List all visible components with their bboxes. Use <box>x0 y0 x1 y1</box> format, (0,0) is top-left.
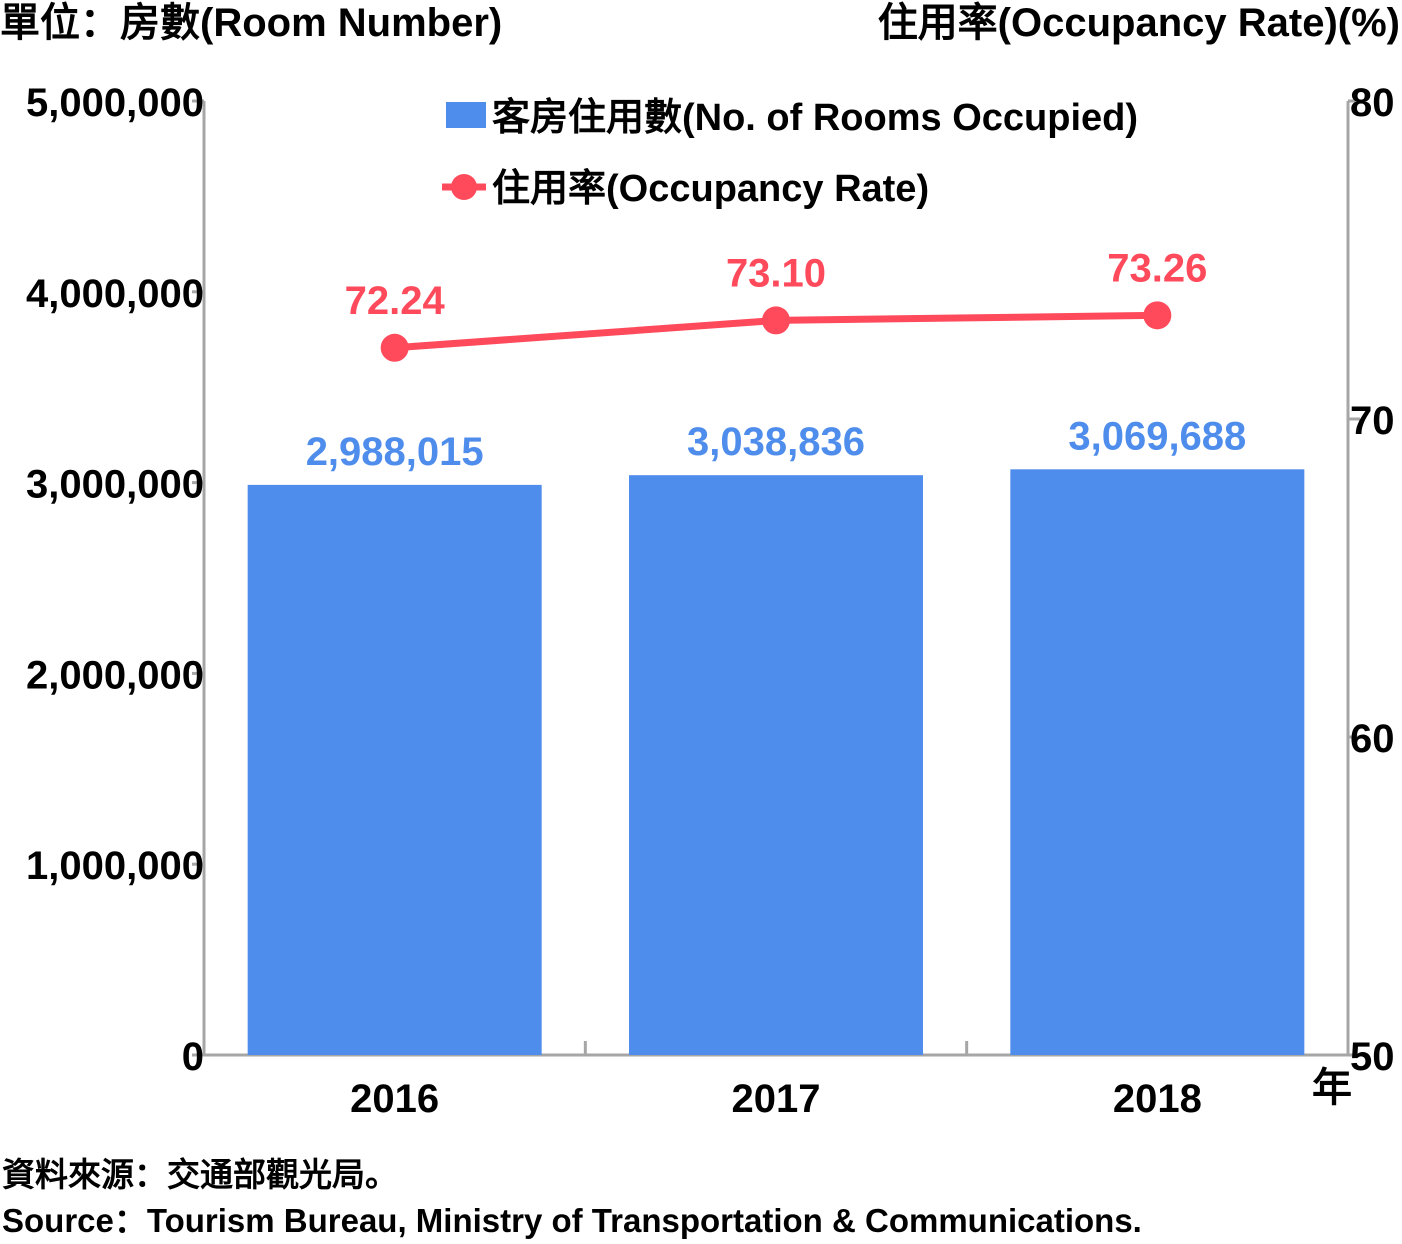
bars <box>247 469 1305 1056</box>
bar <box>247 484 542 1056</box>
left-tick-label: 2,000,000 <box>26 653 204 697</box>
rate-line <box>380 301 1172 362</box>
rate-value-label: 72.24 <box>345 279 446 323</box>
rate-point <box>762 306 790 335</box>
bar-value-label: 2,988,015 <box>306 430 484 474</box>
rate-point <box>1143 301 1172 330</box>
category-labels: 2016 2017 2018 <box>350 1077 1202 1121</box>
left-tick-label: 5,000,000 <box>26 81 204 125</box>
category-label: 2016 <box>350 1077 439 1121</box>
right-tick-label: 80 <box>1350 81 1395 125</box>
rate-value-label: 73.26 <box>1107 246 1207 290</box>
rate-labels: 72.24 73.10 73.26 <box>345 246 1208 322</box>
x-unit-label: 年 <box>1312 1066 1352 1110</box>
left-tick-label: 3,000,000 <box>26 463 204 507</box>
category-label: 2017 <box>732 1077 821 1121</box>
right-tick-label: 60 <box>1350 717 1395 761</box>
bar-value-label: 3,038,836 <box>687 420 865 464</box>
bar-labels: 2,988,015 3,038,836 3,069,688 <box>306 414 1247 474</box>
legend-line-label: 住用率(Occupancy Rate) <box>492 168 929 210</box>
legend-bar-swatch <box>446 102 486 128</box>
left-tick-label: 0 <box>182 1035 204 1079</box>
right-tick-label: 70 <box>1350 399 1395 443</box>
left-tick-label: 1,000,000 <box>26 844 204 888</box>
right-tick-labels: 50 60 70 80 <box>1350 81 1395 1079</box>
left-tick-label: 4,000,000 <box>26 272 204 316</box>
right-axis-unit: 住用率(Occupancy Rate)(%) <box>878 1 1400 45</box>
left-tick-labels: 0 1,000,000 2,000,000 3,000,000 4,000,000 5,0… <box>26 81 204 1079</box>
legend-line-marker <box>451 174 477 200</box>
right-tick-label: 50 <box>1350 1035 1395 1079</box>
bar-value-label: 3,069,688 <box>1068 414 1246 458</box>
rate-point <box>380 333 409 362</box>
rate-value-label: 73.10 <box>726 251 826 295</box>
bar <box>1010 469 1305 1055</box>
category-label: 2018 <box>1113 1077 1202 1121</box>
source-zh: 資料來源：交通部觀光局。 <box>2 1156 398 1193</box>
legend-bar-label: 客房住用數(No. of Rooms Occupied) <box>492 96 1138 139</box>
legend: 客房住用數(No. of Rooms Occupied) 住用率(Occupan… <box>442 96 1138 210</box>
bar <box>629 475 923 1056</box>
source-en: Source：Tourism Bureau, Ministry of Trans… <box>2 1202 1142 1239</box>
left-axis-unit: 單位：房數(Room Number) <box>0 1 502 45</box>
